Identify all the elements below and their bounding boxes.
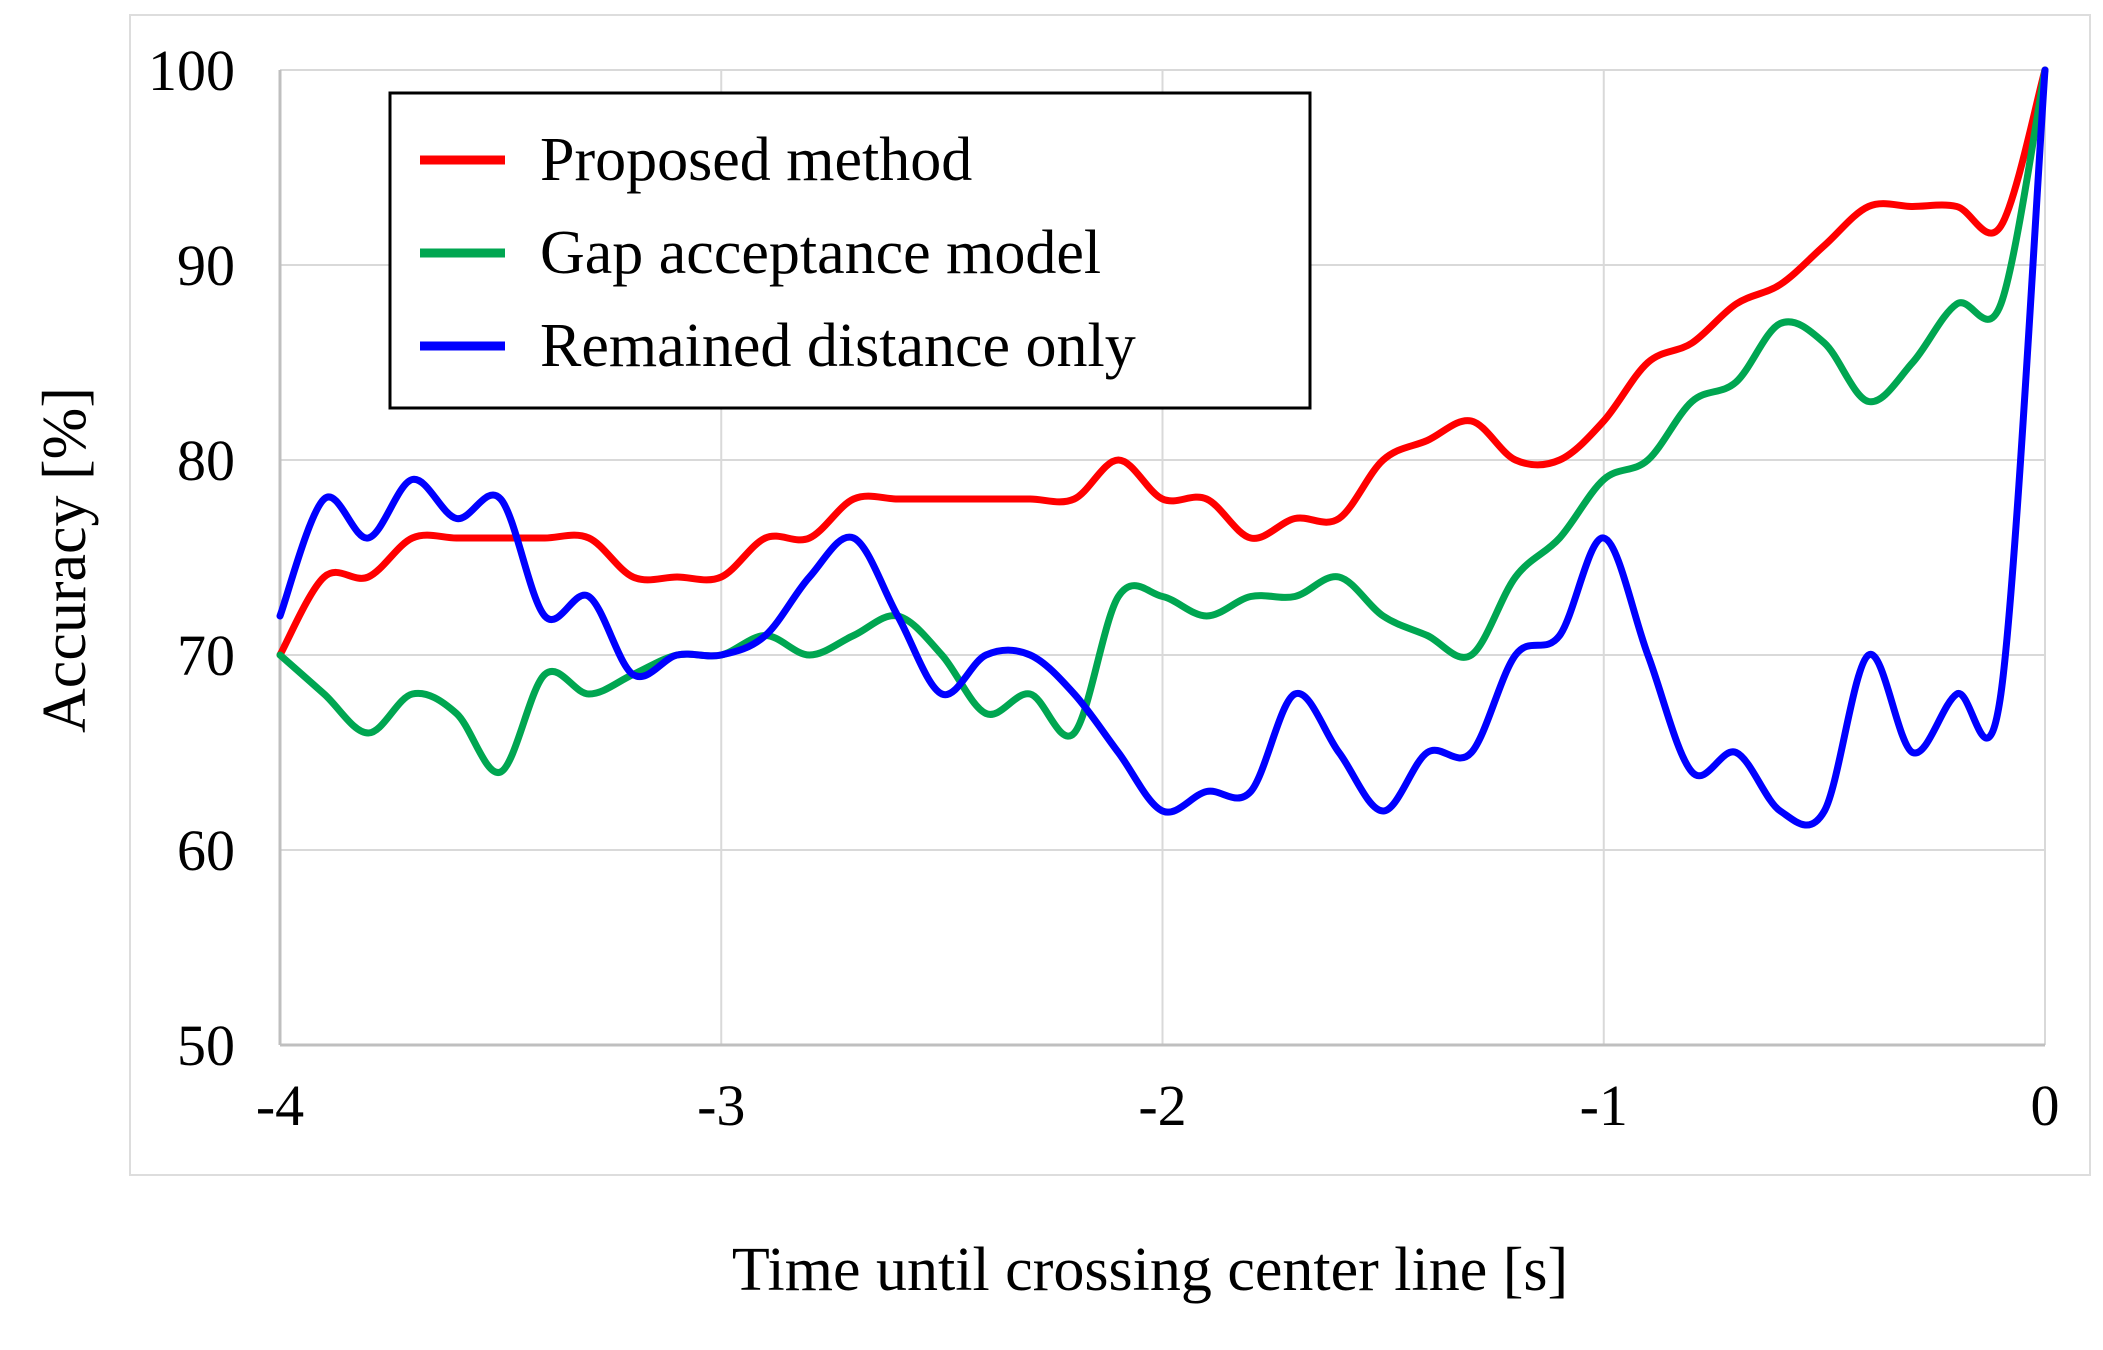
y-tick-label: 80 bbox=[177, 428, 235, 493]
legend-box bbox=[388, 91, 1312, 410]
legend: Proposed method Gap acceptance model Rem… bbox=[388, 91, 1312, 410]
x-tick-label: 0 bbox=[2031, 1073, 2060, 1138]
y-tick-label: 90 bbox=[177, 233, 235, 298]
series-group bbox=[276, 66, 2049, 829]
x-tick-label: -1 bbox=[1580, 1073, 1628, 1138]
x-axis-label: Time until crossing center line [s] bbox=[732, 1236, 1568, 1304]
series-line-gap-acceptance bbox=[276, 66, 2049, 776]
y-tick-label: 60 bbox=[177, 818, 235, 883]
series-line-remained-distance bbox=[276, 66, 2049, 829]
grid bbox=[280, 69, 2046, 1045]
x-tick-label: -2 bbox=[1138, 1073, 1186, 1138]
y-axis-label: Accuracy [%] bbox=[31, 387, 99, 733]
x-tick-label: -4 bbox=[256, 1073, 304, 1138]
y-tick-label: 50 bbox=[177, 1013, 235, 1078]
y-tick-label: 70 bbox=[177, 623, 235, 688]
axes bbox=[278, 70, 2045, 1047]
series-line-proposed bbox=[276, 66, 2049, 659]
legend-label-proposed: Proposed method bbox=[540, 126, 972, 194]
y-tick-label: 100 bbox=[148, 38, 235, 103]
legend-label-distance: Remained distance only bbox=[540, 312, 1136, 380]
legend-label-gap: Gap acceptance model bbox=[540, 219, 1101, 287]
x-tick-label: -3 bbox=[697, 1073, 745, 1138]
tick-labels: 50 60 70 80 90 100 -4 -3 -2 -1 0 bbox=[148, 38, 2060, 1138]
